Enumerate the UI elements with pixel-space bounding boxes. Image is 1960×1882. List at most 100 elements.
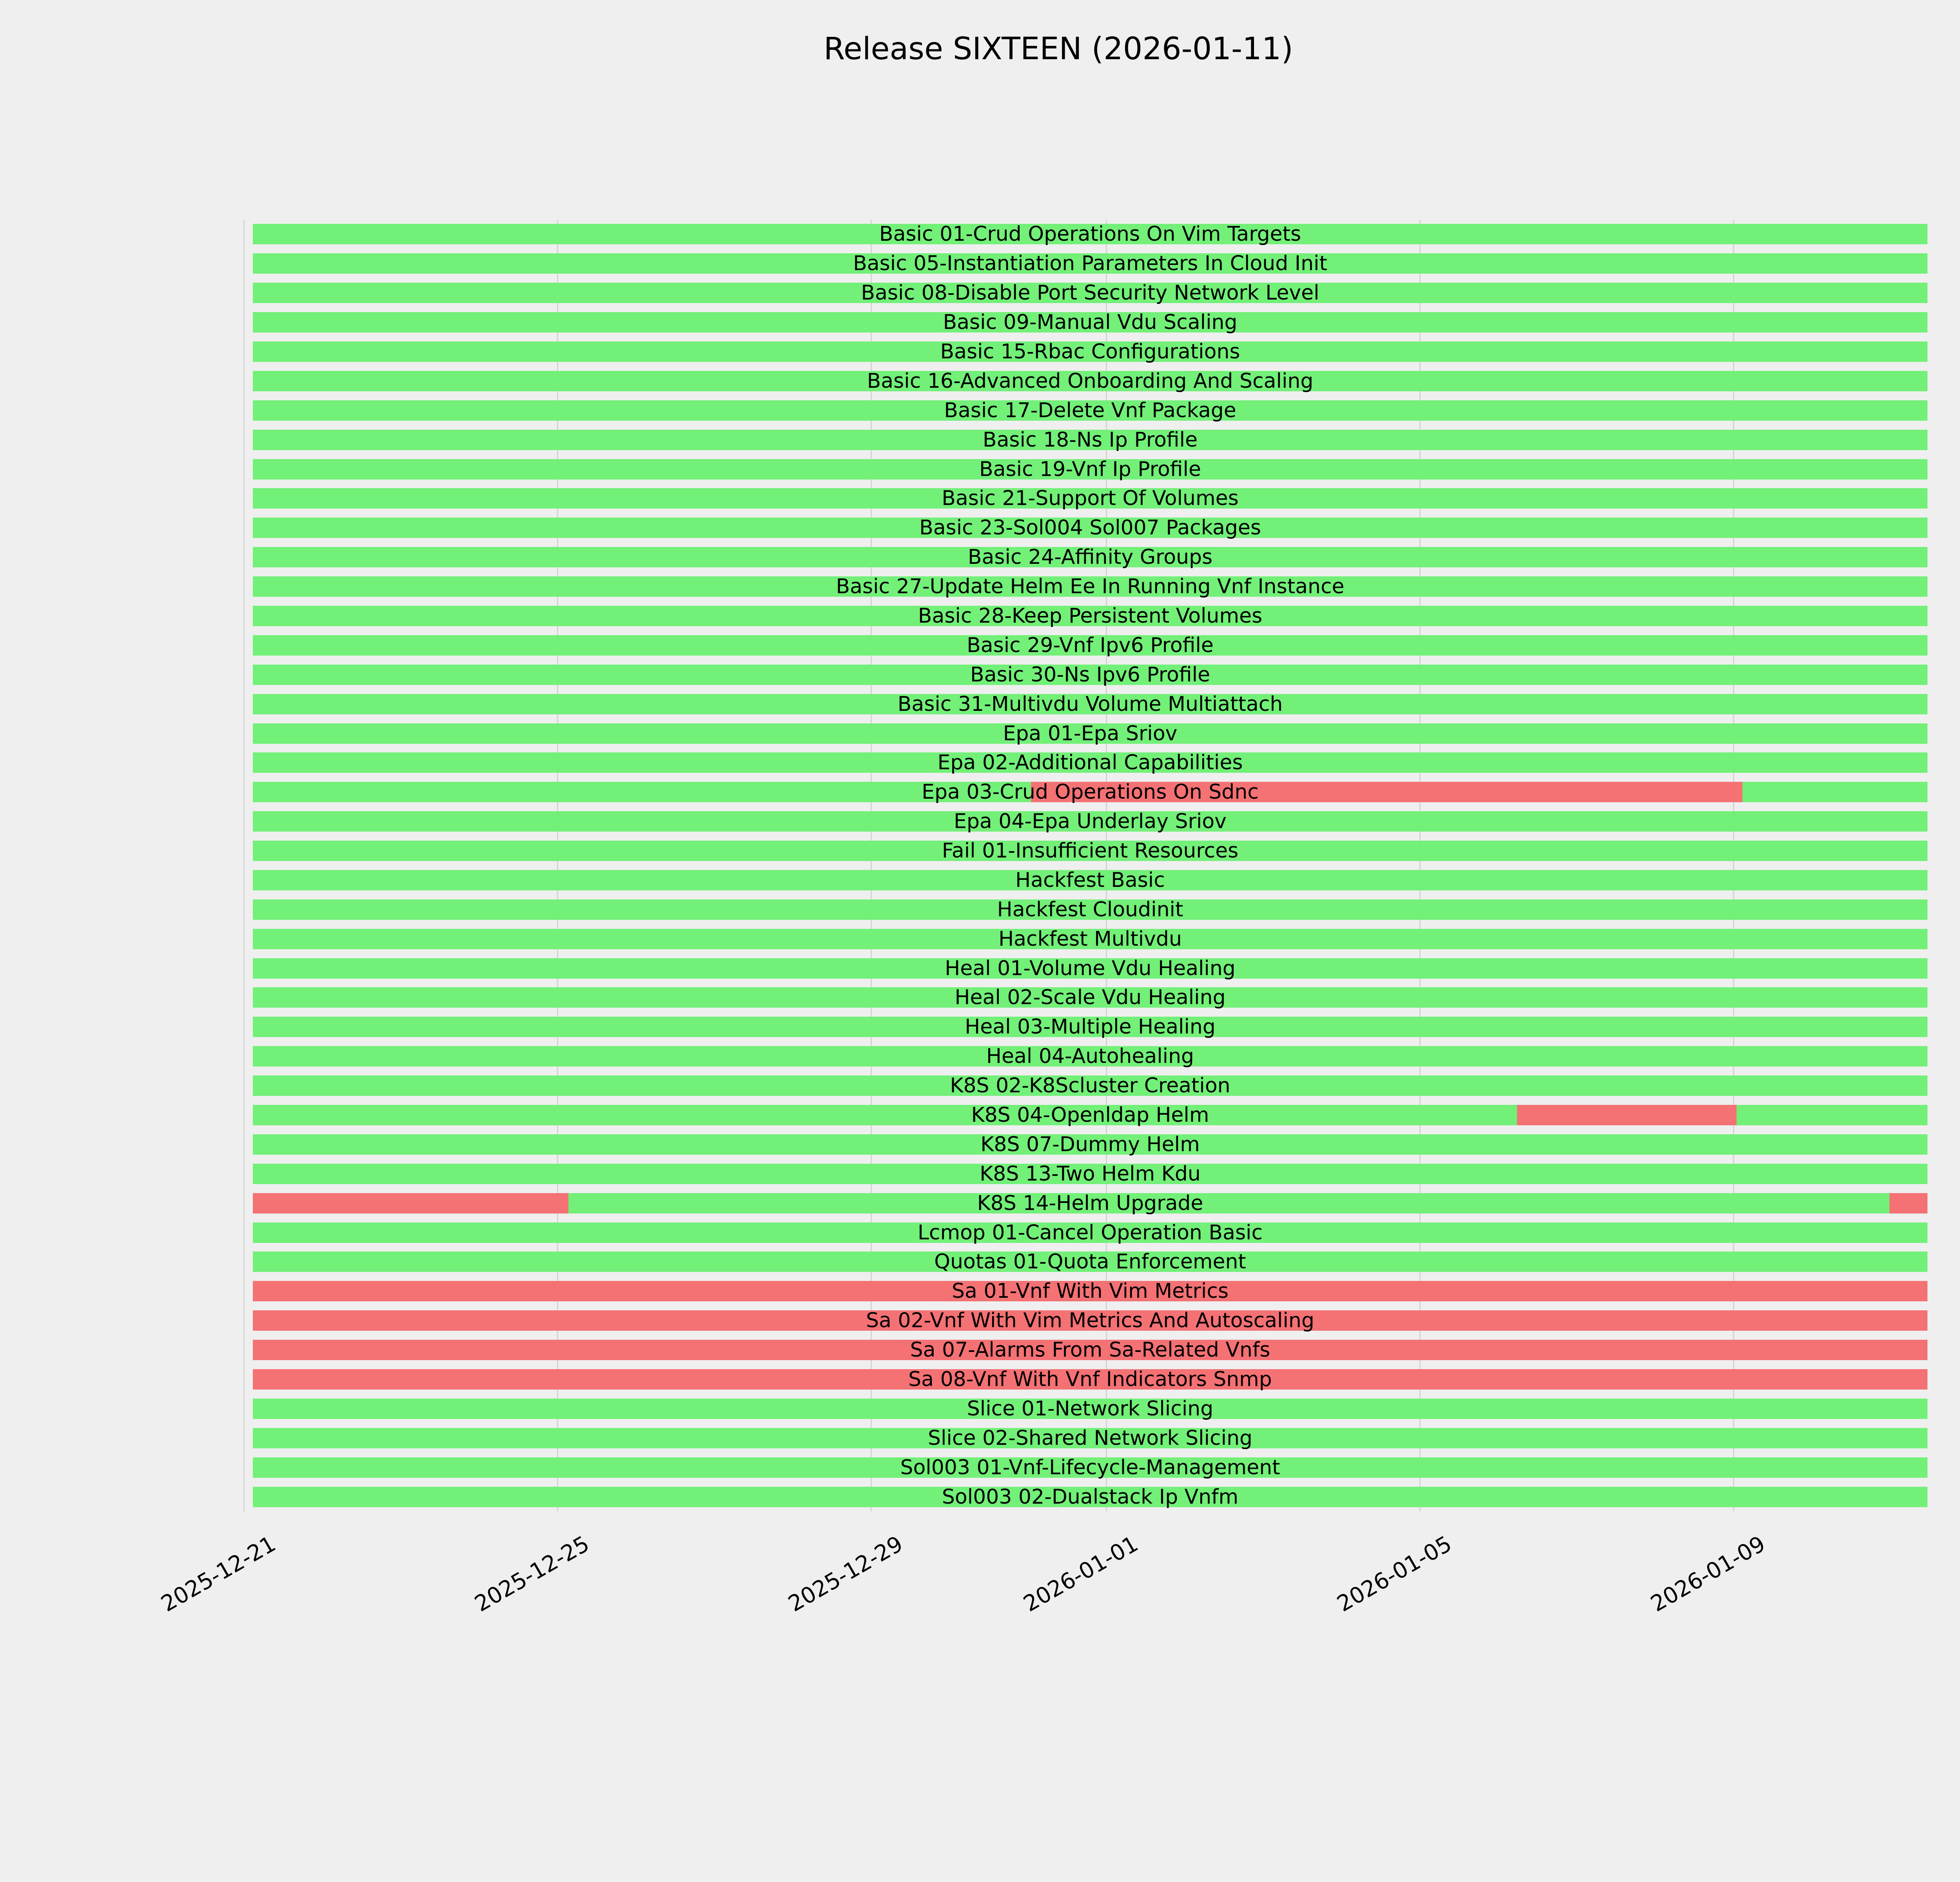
gantt-bar-segment-pass[interactable] xyxy=(253,664,1927,685)
gantt-bar-row[interactable]: Basic 05-Instantiation Parameters In Clo… xyxy=(244,252,1936,275)
gantt-bar-row[interactable]: Basic 30-Ns Ipv6 Profile xyxy=(244,663,1936,687)
gantt-bar-segment-pass[interactable] xyxy=(1742,782,1927,803)
gantt-bar-segment-fail[interactable] xyxy=(1517,1105,1737,1126)
gantt-bar-row[interactable]: Basic 27-Update Helm Ee In Running Vnf I… xyxy=(244,575,1936,598)
gantt-bar-segment-pass[interactable] xyxy=(253,1428,1927,1448)
gantt-bar-segment-pass[interactable] xyxy=(253,811,1927,832)
gantt-bar-row[interactable]: Basic 09-Manual Vdu Scaling xyxy=(244,311,1936,334)
gantt-bar-segment-pass[interactable] xyxy=(253,253,1927,274)
gantt-bar-row[interactable]: Hackfest Multivdu xyxy=(244,927,1936,951)
gantt-bar-segment-pass[interactable] xyxy=(253,899,1927,920)
gantt-bar-row[interactable]: Basic 16-Advanced Onboarding And Scaling xyxy=(244,369,1936,393)
gantt-bar-row[interactable]: Heal 02-Scale Vdu Healing xyxy=(244,986,1936,1009)
gantt-bar-segment-pass[interactable] xyxy=(253,459,1927,480)
gantt-bar-segment-pass[interactable] xyxy=(253,1252,1927,1272)
gantt-bar-row[interactable]: Basic 19-Vnf Ip Profile xyxy=(244,458,1936,481)
gantt-bar-segment-pass[interactable] xyxy=(253,870,1927,890)
gantt-bar-segment-pass[interactable] xyxy=(253,1486,1927,1507)
gantt-bar-segment-fail[interactable] xyxy=(253,1310,1927,1331)
gantt-bar-row[interactable]: Basic 28-Keep Persistent Volumes xyxy=(244,604,1936,628)
x-tick-label: 2025-12-21 xyxy=(157,1531,280,1617)
gantt-bar-row[interactable]: Hackfest Cloudinit xyxy=(244,898,1936,921)
gantt-bar-segment-pass[interactable] xyxy=(253,694,1927,714)
gantt-bar-row[interactable]: K8S 02-K8Scluster Creation xyxy=(244,1074,1936,1097)
gantt-bar-segment-pass[interactable] xyxy=(568,1193,1889,1213)
gantt-bar-row[interactable]: Epa 03-Crud Operations On Sdnc xyxy=(244,780,1936,804)
gantt-bar-segment-pass[interactable] xyxy=(253,341,1927,362)
gantt-bar-row[interactable]: Sa 07-Alarms From Sa-Related Vnfs xyxy=(244,1338,1936,1362)
gantt-bar-row[interactable]: Quotas 01-Quota Enforcement xyxy=(244,1250,1936,1273)
gantt-bar-row[interactable]: Epa 01-Epa Sriov xyxy=(244,722,1936,745)
gantt-bar-segment-pass[interactable] xyxy=(1737,1105,1927,1126)
gantt-bar-row[interactable]: Sa 08-Vnf With Vnf Indicators Snmp xyxy=(244,1368,1936,1391)
gantt-bar-segment-pass[interactable] xyxy=(253,1105,1517,1126)
gantt-bar-row[interactable]: Epa 04-Epa Underlay Sriov xyxy=(244,810,1936,833)
x-tick-label: 2026-01-05 xyxy=(1333,1531,1456,1617)
gantt-bar-row[interactable]: Basic 01-Crud Operations On Vim Targets xyxy=(244,222,1936,246)
gantt-bar-segment-pass[interactable] xyxy=(253,1163,1927,1184)
gantt-bar-segment-fail[interactable] xyxy=(253,1193,568,1213)
gantt-bar-segment-fail[interactable] xyxy=(253,1369,1927,1390)
gantt-bar-segment-pass[interactable] xyxy=(253,576,1927,597)
gantt-bar-row[interactable]: K8S 13-Two Helm Kdu xyxy=(244,1162,1936,1186)
gantt-bar-segment-pass[interactable] xyxy=(253,1134,1927,1155)
gantt-bar-segment-pass[interactable] xyxy=(253,635,1927,656)
gantt-bar-row[interactable]: Basic 24-Affinity Groups xyxy=(244,545,1936,569)
gantt-bar-segment-pass[interactable] xyxy=(253,488,1927,509)
gantt-bar-row[interactable]: Basic 23-Sol004 Sol007 Packages xyxy=(244,516,1936,540)
x-tick-label: 2026-01-01 xyxy=(1019,1531,1143,1617)
gantt-bar-row[interactable]: Slice 02-Shared Network Slicing xyxy=(244,1426,1936,1450)
gantt-bar-segment-pass[interactable] xyxy=(253,547,1927,568)
gantt-bar-row[interactable]: Sol003 01-Vnf-Lifecycle-Management xyxy=(244,1456,1936,1479)
gantt-bar-segment-pass[interactable] xyxy=(253,1398,1927,1419)
gantt-bar-segment-pass[interactable] xyxy=(253,1075,1927,1096)
gantt-bar-segment-pass[interactable] xyxy=(253,224,1927,245)
gantt-bar-segment-pass[interactable] xyxy=(253,400,1927,421)
gantt-bar-row[interactable]: Sol003 02-Dualstack Ip Vnfm xyxy=(244,1485,1936,1509)
gantt-bar-segment-fail[interactable] xyxy=(1889,1193,1927,1213)
gantt-bar-row[interactable]: Fail 01-Insufficient Resources xyxy=(244,839,1936,863)
gantt-bar-segment-pass[interactable] xyxy=(253,312,1927,333)
gantt-bar-row[interactable]: Heal 03-Multiple Healing xyxy=(244,1015,1936,1039)
gantt-bar-row[interactable]: Basic 29-Vnf Ipv6 Profile xyxy=(244,634,1936,657)
gantt-bar-segment-fail[interactable] xyxy=(253,1281,1927,1302)
gantt-bar-segment-pass[interactable] xyxy=(253,371,1927,391)
gantt-bar-segment-pass[interactable] xyxy=(253,928,1927,949)
gantt-bar-row[interactable]: Basic 21-Support Of Volumes xyxy=(244,487,1936,510)
gantt-bar-segment-pass[interactable] xyxy=(253,1017,1927,1037)
gantt-bar-segment-pass[interactable] xyxy=(253,987,1927,1008)
gantt-bar-row[interactable]: Sa 01-Vnf With Vim Metrics xyxy=(244,1279,1936,1303)
gantt-bar-segment-fail[interactable] xyxy=(253,1340,1927,1361)
gantt-bar-segment-fail[interactable] xyxy=(1031,782,1742,803)
gantt-bar-segment-pass[interactable] xyxy=(253,429,1927,450)
chart-title: Release SIXTEEN (2026-01-11) xyxy=(824,31,1293,67)
gantt-bar-segment-pass[interactable] xyxy=(253,841,1927,861)
gantt-bar-row[interactable]: Epa 02-Additional Capabilities xyxy=(244,751,1936,774)
gantt-bar-row[interactable]: Hackfest Basic xyxy=(244,868,1936,892)
gantt-bar-segment-pass[interactable] xyxy=(253,958,1927,979)
gantt-bar-row[interactable]: Basic 08-Disable Port Security Network L… xyxy=(244,281,1936,305)
gantt-bar-row[interactable]: Lcmop 01-Cancel Operation Basic xyxy=(244,1221,1936,1244)
gantt-bar-row[interactable]: Sa 02-Vnf With Vim Metrics And Autoscali… xyxy=(244,1309,1936,1332)
gantt-bar-row[interactable]: Basic 31-Multivdu Volume Multiattach xyxy=(244,692,1936,716)
gantt-bar-segment-pass[interactable] xyxy=(253,283,1927,303)
gantt-bar-row[interactable]: Heal 04-Autohealing xyxy=(244,1045,1936,1068)
gantt-bar-row[interactable]: K8S 14-Helm Upgrade xyxy=(244,1192,1936,1215)
gantt-bar-row[interactable]: K8S 04-Openldap Helm xyxy=(244,1103,1936,1127)
gantt-bar-segment-pass[interactable] xyxy=(253,752,1927,773)
gantt-bar-segment-pass[interactable] xyxy=(253,605,1927,626)
gantt-bar-row[interactable]: Heal 01-Volume Vdu Healing xyxy=(244,957,1936,980)
gantt-bar-segment-pass[interactable] xyxy=(253,518,1927,538)
gantt-bar-row[interactable]: K8S 07-Dummy Helm xyxy=(244,1133,1936,1156)
gantt-bar-segment-pass[interactable] xyxy=(253,1457,1927,1478)
gantt-bar-segment-pass[interactable] xyxy=(253,1046,1927,1067)
gantt-bar-row[interactable]: Basic 15-Rbac Configurations xyxy=(244,340,1936,363)
gantt-bar-row[interactable]: Slice 01-Network Slicing xyxy=(244,1397,1936,1421)
gantt-bar-row[interactable]: Basic 18-Ns Ip Profile xyxy=(244,428,1936,452)
gantt-bar-row[interactable]: Basic 17-Delete Vnf Package xyxy=(244,399,1936,422)
gantt-bar-segment-pass[interactable] xyxy=(253,782,1031,803)
gantt-bar-segment-pass[interactable] xyxy=(253,723,1927,744)
gantt-bar-segment-pass[interactable] xyxy=(253,1222,1927,1243)
x-tick-label: 2025-12-25 xyxy=(470,1531,594,1617)
